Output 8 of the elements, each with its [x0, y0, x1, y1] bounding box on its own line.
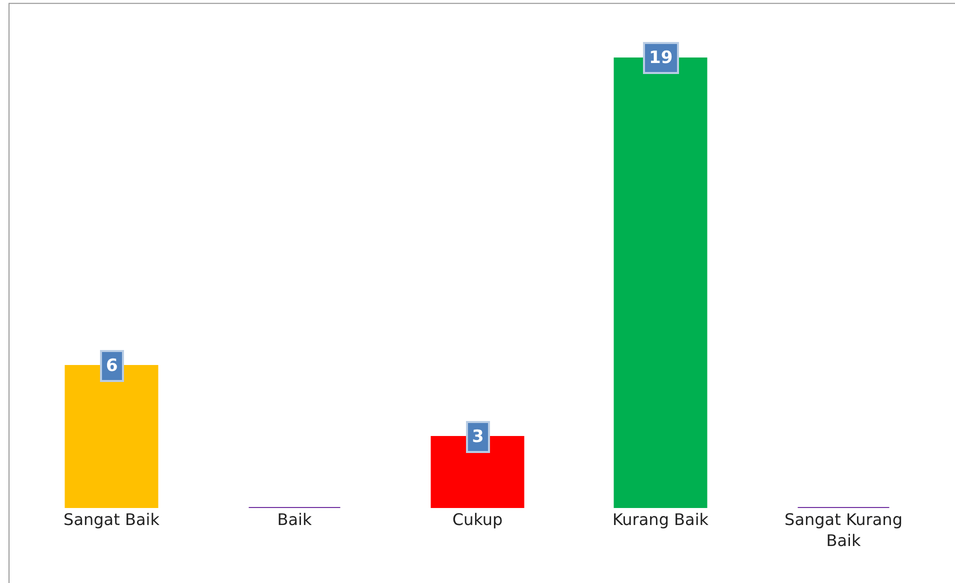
x-tick-label: Cukup	[452, 510, 503, 529]
data-label: 6	[106, 356, 118, 376]
data-label: 3	[472, 427, 484, 447]
x-tick-label: Sangat Baik	[64, 510, 160, 529]
x-tick-label: Baik	[277, 510, 312, 529]
data-label: 19	[649, 48, 673, 68]
x-tick-label: Kurang Baik	[612, 510, 710, 529]
x-tick-label: Sangat Kurang Baik	[784, 510, 902, 550]
